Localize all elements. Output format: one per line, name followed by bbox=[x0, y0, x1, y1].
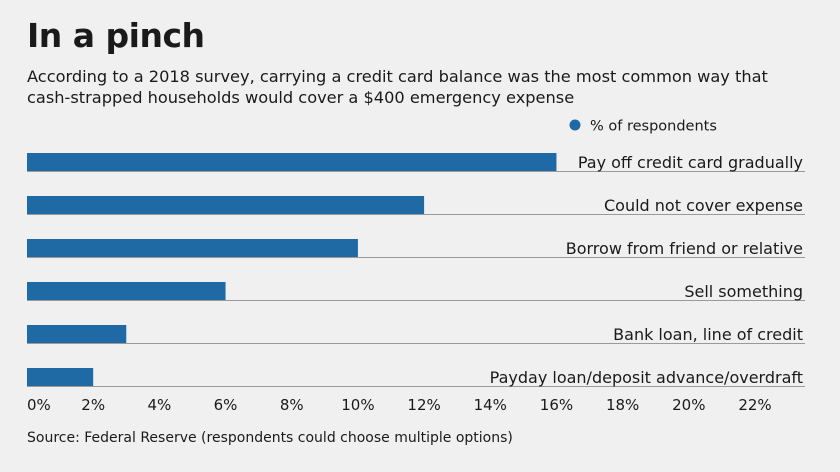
bar bbox=[27, 325, 127, 343]
x-tick-label: 2% bbox=[81, 396, 105, 414]
x-tick-label: 12% bbox=[407, 396, 440, 414]
x-tick-label: 0% bbox=[27, 396, 51, 414]
category-label: Could not cover expense bbox=[604, 196, 803, 215]
category-label: Payday loan/deposit advance/overdraft bbox=[490, 368, 803, 387]
legend-label: % of respondents bbox=[590, 119, 717, 135]
legend-marker bbox=[569, 119, 581, 131]
bar bbox=[27, 196, 425, 214]
bar-row: Borrow from friend or relative bbox=[27, 239, 805, 258]
bar bbox=[27, 368, 94, 386]
x-tick-label: 10% bbox=[341, 396, 374, 414]
x-tick-label: 18% bbox=[606, 396, 639, 414]
bar-row: Sell something bbox=[27, 282, 805, 301]
x-tick-label: 6% bbox=[214, 396, 238, 414]
bar-row: Bank loan, line of credit bbox=[27, 325, 805, 344]
x-tick-label: 4% bbox=[147, 396, 171, 414]
x-tick-label: 16% bbox=[540, 396, 573, 414]
category-label: Pay off credit card gradually bbox=[578, 153, 803, 172]
chart-subtitle: According to a 2018 survey, carrying a c… bbox=[27, 66, 817, 108]
x-tick-label: 22% bbox=[738, 396, 771, 414]
x-tick-label: 14% bbox=[474, 396, 507, 414]
x-tick-label: 20% bbox=[672, 396, 705, 414]
x-axis-tick-labels: 0% 2% 4% 6% 8% 10% 12% 14% 16% 18% 20% 22% bbox=[27, 396, 772, 414]
x-tick-label: 8% bbox=[280, 396, 304, 414]
source-note: Source: Federal Reserve (respondents cou… bbox=[27, 430, 513, 446]
bar bbox=[27, 282, 226, 300]
bar-rows: Pay off credit card gradually Could not c… bbox=[27, 153, 805, 387]
category-label: Borrow from friend or relative bbox=[566, 239, 803, 258]
category-label: Sell something bbox=[684, 282, 803, 301]
bar-row: Could not cover expense bbox=[27, 196, 805, 215]
bar bbox=[27, 153, 557, 171]
bar-row: Pay off credit card gradually bbox=[27, 153, 805, 172]
subtitle-line-1: According to a 2018 survey, carrying a c… bbox=[27, 67, 768, 86]
chart-title: In a pinch bbox=[27, 16, 205, 55]
bar-row: Payday loan/deposit advance/overdraft bbox=[27, 368, 805, 387]
subtitle-line-2: cash-strapped households would cover a $… bbox=[27, 88, 575, 107]
bar-chart: % of respondents Pay off credit card gra… bbox=[27, 119, 805, 414]
bar bbox=[27, 239, 358, 257]
category-label: Bank loan, line of credit bbox=[613, 325, 803, 344]
legend: % of respondents bbox=[569, 119, 717, 135]
